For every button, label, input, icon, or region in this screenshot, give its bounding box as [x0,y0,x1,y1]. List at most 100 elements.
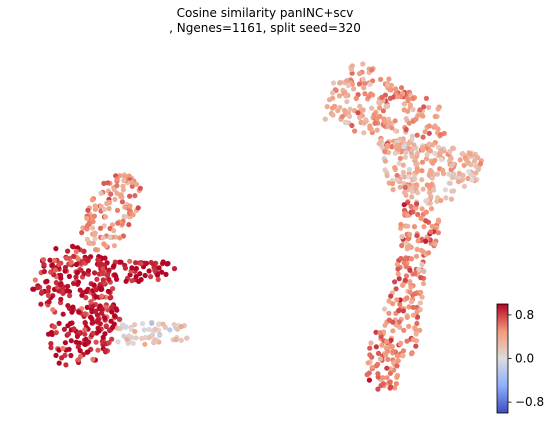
scatter-point [91,213,97,219]
scatter-point [399,234,405,240]
scatter-point [404,314,410,320]
scatter-point [49,262,55,268]
scatter-point [92,270,98,276]
scatter-point [414,169,420,175]
colorbar: 0.8 0.0 −0.8 [496,303,544,414]
scatter-point [407,289,413,295]
scatter-point [31,286,37,292]
scatter-point [32,277,38,283]
scatter-point [109,336,115,342]
scatter-point [407,231,413,238]
scatter-point [401,202,407,208]
scatter-point [159,269,165,275]
scatter-point [163,271,169,277]
scatter-point [468,162,474,168]
scatter-point [392,385,398,391]
scatter-point [344,99,350,105]
scatter-point [58,275,64,281]
scatter-point [401,327,407,333]
scatter-point [343,93,349,99]
scatter-point [406,304,412,310]
scatter-point [39,289,45,295]
scatter-point [429,175,435,181]
scatter-point [420,186,426,192]
scatter-point [48,269,54,275]
scatter-point [149,320,155,326]
scatter-point [382,158,388,164]
scatter-point [73,248,79,255]
scatter-point [414,201,420,207]
scatter-point [406,323,412,329]
scatter-point [387,379,393,385]
scatter-point [473,163,479,169]
scatter-point [423,238,429,244]
scatter-point [122,214,128,220]
scatter-point [96,262,102,268]
scatter-point [38,301,44,307]
scatter-point [421,224,427,230]
scatter-point [422,129,428,135]
scatter-point [53,352,59,358]
scatter-point [393,381,399,387]
scatter-point [151,339,157,345]
scatter-point [133,181,140,187]
scatter-point [456,179,462,185]
scatter-point [389,181,395,187]
scatter-point [403,240,409,246]
scatter-point [387,87,393,93]
scatter-point [85,268,92,274]
scatter-point [122,324,128,330]
scatter-point [351,86,357,92]
scatter-point [426,130,432,136]
scatter-point [98,190,104,196]
chart-title-line-1: Cosine similarity panINC+scv [176,6,354,20]
scatter-point [85,258,91,264]
scatter-point [394,177,400,183]
scatter-point [330,90,336,96]
scatter-point [137,185,143,191]
scatter-point [404,295,410,301]
scatter-point [114,207,121,213]
scatter-point [419,168,425,174]
scatter-point [414,150,421,156]
scatter-point [438,197,444,204]
scatter-point [73,274,79,280]
scatter-point [152,268,158,274]
scatter-point [83,295,89,301]
scatter-point [395,358,401,364]
scatter-point [401,143,407,150]
scatter-point [121,177,127,184]
scatter-point [426,250,432,256]
scatter-point [419,294,425,300]
scatter-point [399,242,405,249]
scatter-point [76,309,82,315]
scatter-point [442,187,448,193]
scatter-point [413,253,420,259]
scatter-point [133,335,139,341]
scatter-point [122,204,128,210]
scatter-point [47,257,53,263]
scatter-point [388,344,394,350]
scatter-point [414,320,420,327]
scatter-point [451,172,457,178]
scatter-point [361,85,367,91]
scatter-point [421,104,427,110]
scatter-point [403,149,409,155]
scatter-point [414,246,420,252]
scatter-point [412,325,418,331]
scatter-point [50,307,56,313]
scatter-point [394,374,400,380]
scatter-point [96,328,102,334]
scatter-point [178,324,184,330]
scatter-point [367,345,373,351]
scatter-point [100,277,106,283]
scatter-point [132,322,138,328]
scatter-point [45,288,51,294]
scatter-point [84,304,90,310]
scatter-point [413,205,419,211]
scatter-point [53,330,59,336]
scatter-point [84,236,90,242]
scatter-point [406,140,412,146]
scatter-point [51,324,58,330]
scatter-point [103,214,109,220]
